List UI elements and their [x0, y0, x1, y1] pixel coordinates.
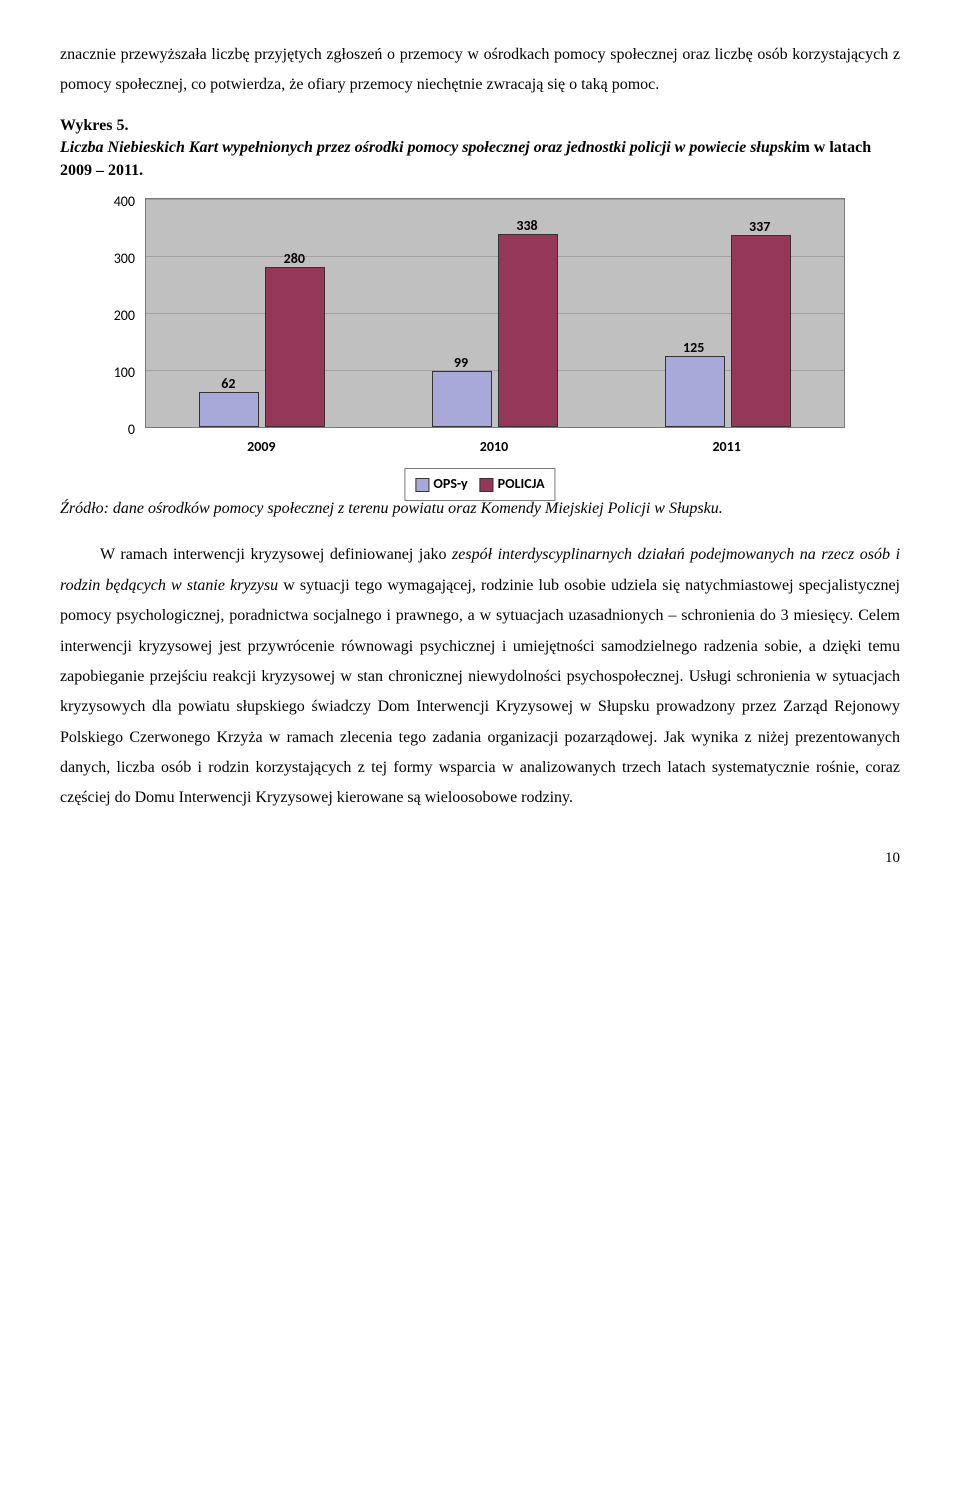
bar — [432, 371, 492, 427]
y-axis-label: 200 — [95, 303, 135, 330]
y-axis-label: 300 — [95, 246, 135, 273]
chart-caption: Wykres 5. Liczba Niebieskich Kart wypełn… — [60, 115, 900, 182]
grid-line — [146, 199, 844, 200]
bar — [498, 234, 558, 427]
page-number: 10 — [60, 844, 900, 873]
y-axis-label: 0 — [95, 417, 135, 444]
bar-value-label: 337 — [730, 214, 790, 241]
bar — [265, 267, 325, 427]
legend-item: POLICJA — [480, 471, 545, 498]
legend-swatch — [480, 478, 494, 492]
x-axis-label: 2009 — [201, 434, 321, 461]
bar — [731, 235, 791, 427]
caption-line-1: Wykres 5. — [60, 115, 900, 137]
bar-value-label: 338 — [497, 213, 557, 240]
bar-value-label: 62 — [198, 371, 258, 398]
legend-item: OPS-y — [415, 471, 467, 498]
body-paragraph-1: W ramach interwencji kryzysowej definiow… — [60, 540, 900, 814]
bar — [665, 356, 725, 427]
chart-container: OPS-yPOLICJA 010020030040062280200999338… — [60, 188, 900, 488]
body-p1-post: w sytuacji tego wymagającej, rodzinie lu… — [60, 577, 900, 807]
caption-line-2: Liczba Niebieskich Kart wypełnionych prz… — [60, 139, 796, 156]
bar-value-label: 280 — [264, 246, 324, 273]
legend-label: POLICJA — [498, 475, 545, 492]
chart-legend: OPS-y POLICJA — [404, 468, 555, 501]
legend-swatch — [415, 478, 429, 492]
y-axis-label: 400 — [95, 189, 135, 216]
bar-chart: OPS-yPOLICJA 010020030040062280200999338… — [95, 188, 865, 488]
legend-label: OPS-y — [433, 475, 467, 492]
chart-source: Źródło: dane ośrodków pomocy społecznej … — [60, 498, 900, 520]
intro-paragraph: znacznie przewyższała liczbę przyjętych … — [60, 40, 900, 101]
bar-value-label: 125 — [664, 335, 724, 362]
body-p1-pre: W ramach interwencji kryzysowej definiow… — [100, 546, 452, 563]
bar-value-label: 99 — [431, 350, 491, 377]
x-axis-label: 2011 — [667, 434, 787, 461]
x-axis-label: 2010 — [434, 434, 554, 461]
y-axis-label: 100 — [95, 360, 135, 387]
